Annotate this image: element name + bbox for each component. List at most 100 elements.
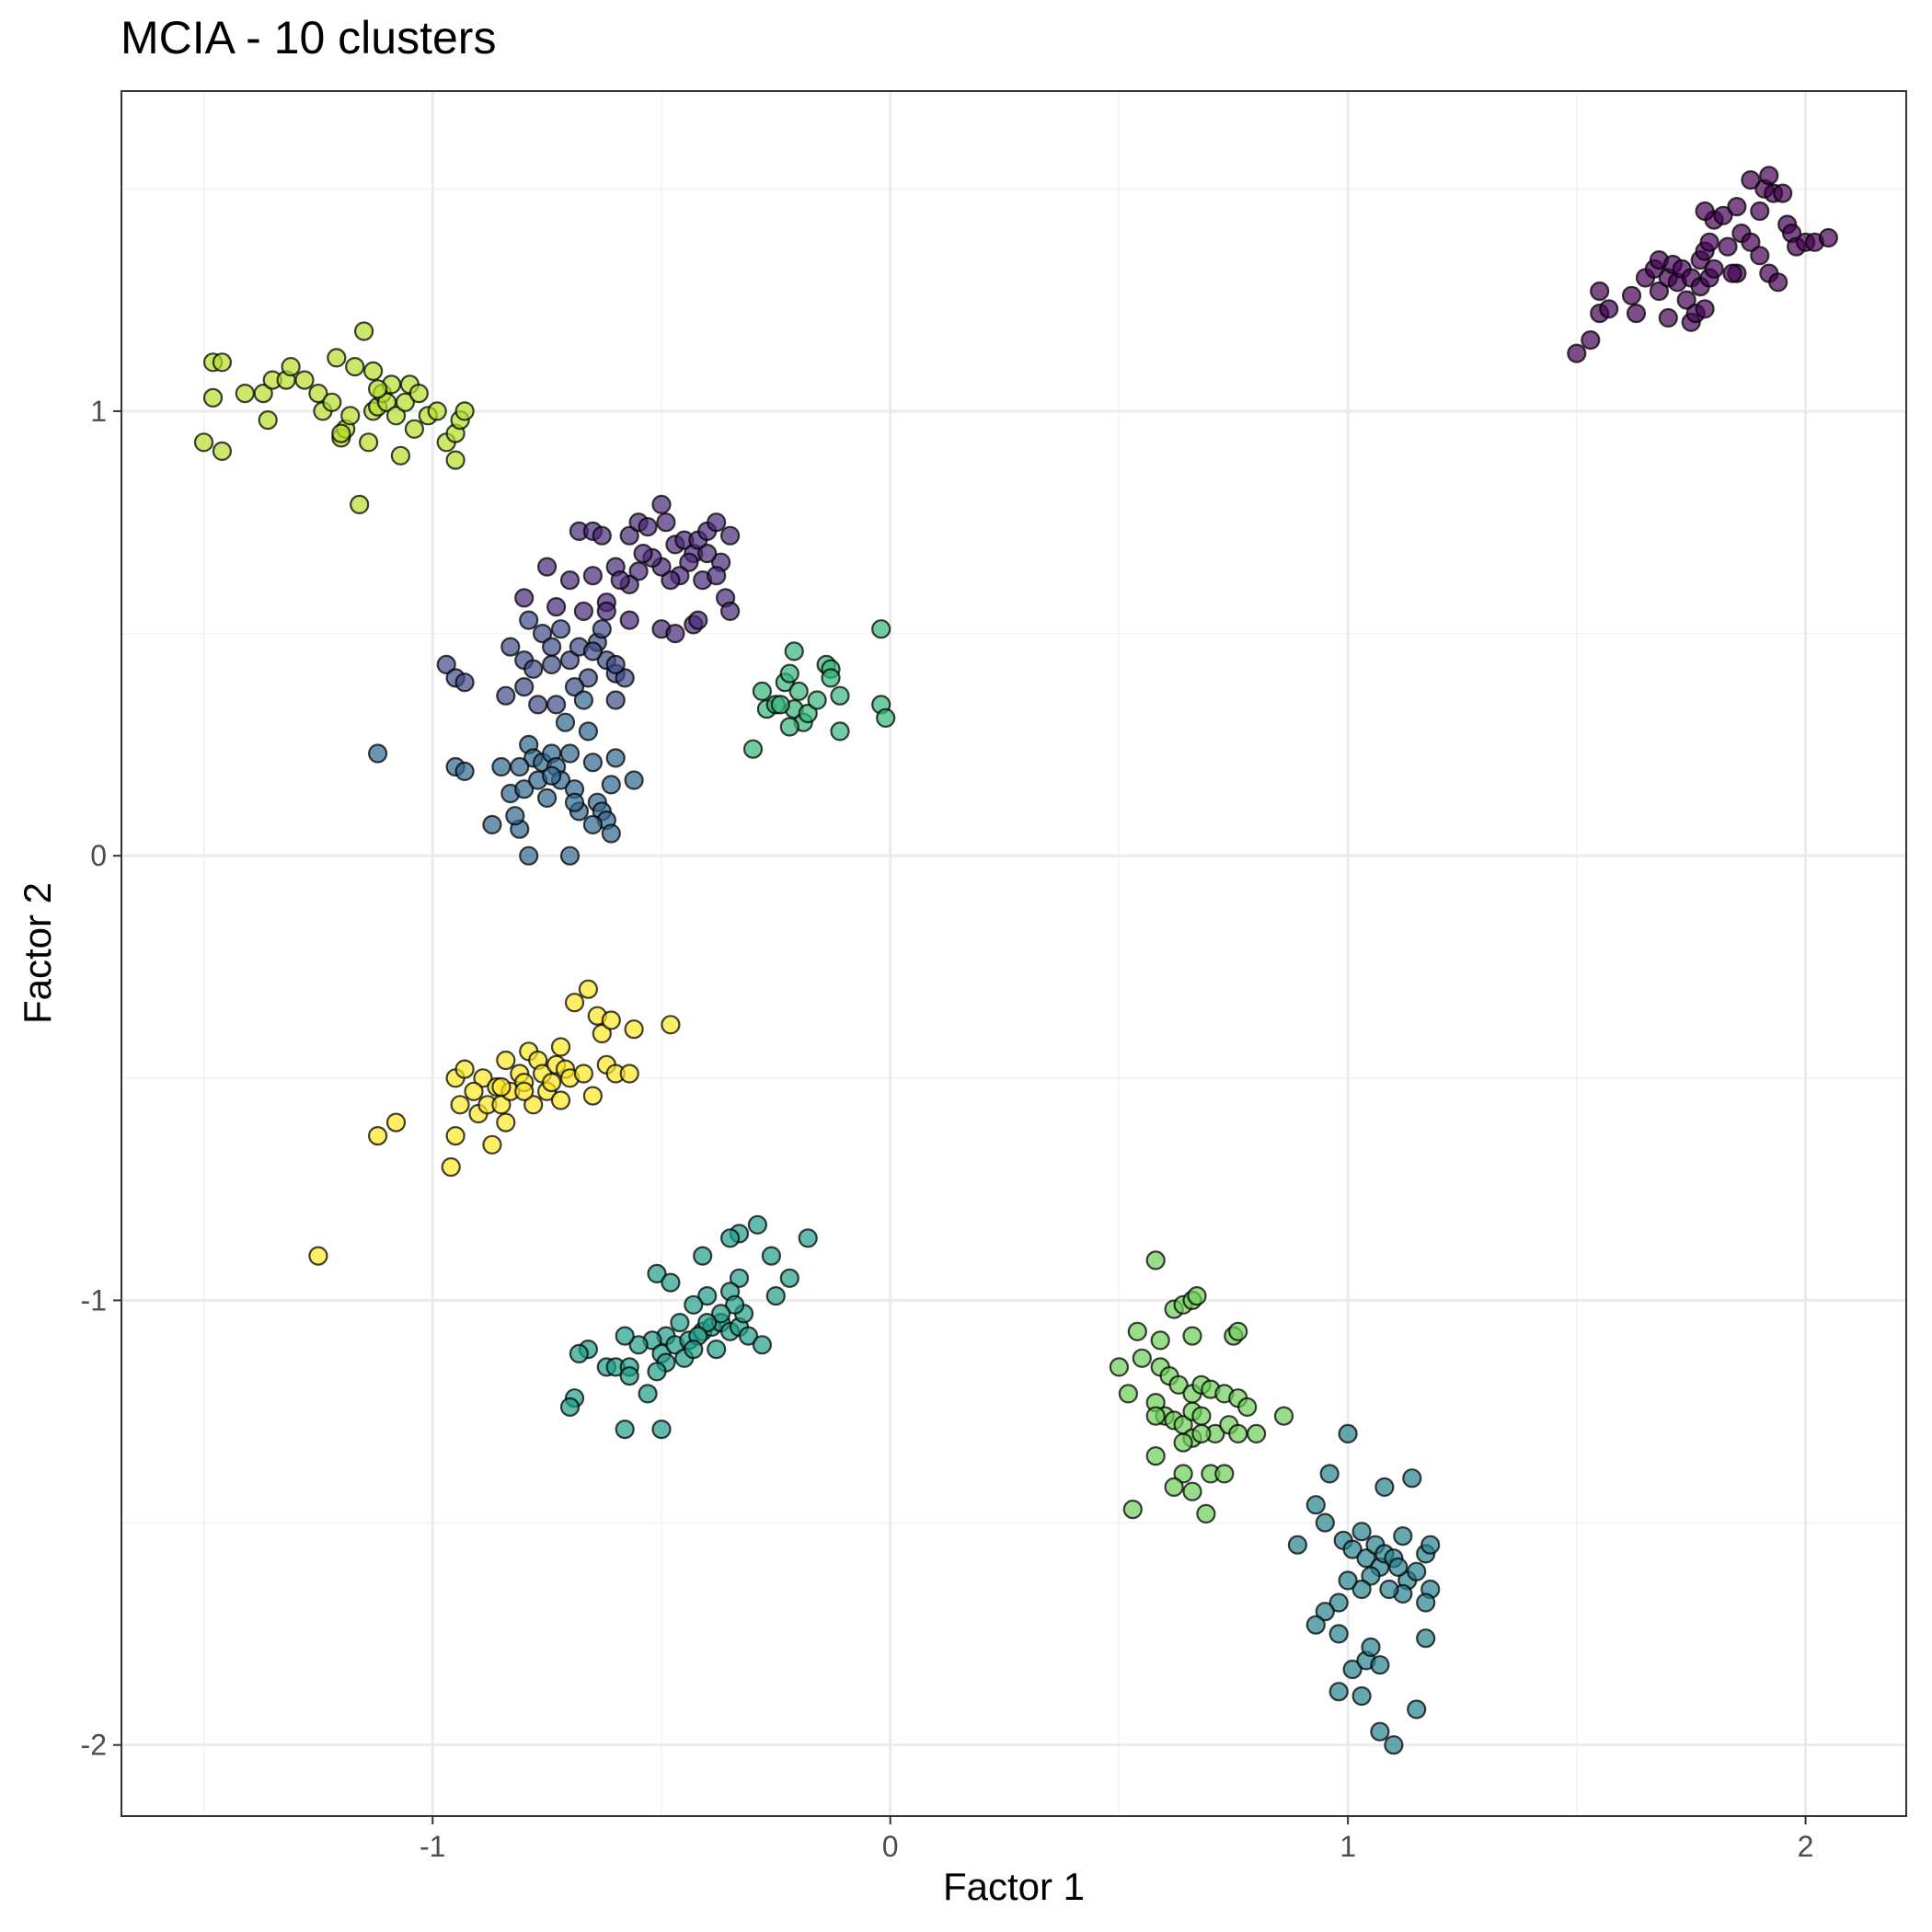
data-point bbox=[436, 654, 456, 675]
data-point bbox=[871, 619, 891, 639]
cluster-3 bbox=[436, 610, 635, 715]
data-point bbox=[1741, 232, 1761, 252]
data-point bbox=[202, 387, 224, 408]
data-point bbox=[724, 1294, 745, 1315]
data-point bbox=[605, 654, 626, 675]
data-point bbox=[1196, 1503, 1216, 1524]
data-point bbox=[1187, 1285, 1207, 1306]
data-point bbox=[601, 775, 621, 795]
data-point bbox=[505, 806, 525, 826]
data-point bbox=[1228, 1321, 1248, 1341]
data-point bbox=[1388, 1557, 1409, 1578]
data-point bbox=[1351, 1522, 1372, 1542]
data-point bbox=[697, 543, 718, 564]
data-point bbox=[615, 1326, 635, 1346]
data-point bbox=[615, 668, 635, 688]
data-point bbox=[354, 321, 374, 341]
data-point bbox=[464, 1081, 484, 1101]
cluster-10 bbox=[308, 979, 681, 1266]
data-point bbox=[340, 406, 361, 426]
data-point bbox=[559, 845, 581, 866]
data-point bbox=[619, 610, 639, 630]
data-point bbox=[368, 379, 388, 399]
data-point bbox=[582, 1086, 604, 1106]
data-point bbox=[582, 641, 604, 661]
data-point bbox=[1338, 1423, 1358, 1444]
cluster-7 bbox=[742, 619, 896, 759]
data-point bbox=[1374, 1477, 1395, 1498]
data-point bbox=[710, 1304, 731, 1324]
data-point bbox=[212, 441, 232, 461]
data-point bbox=[1328, 1593, 1349, 1613]
data-point bbox=[1416, 1593, 1436, 1613]
data-point bbox=[1228, 1423, 1248, 1444]
data-point bbox=[582, 566, 604, 586]
data-point bbox=[619, 525, 639, 546]
data-point bbox=[770, 695, 790, 715]
y-tick-label: 0 bbox=[90, 839, 107, 872]
plot-frame bbox=[121, 90, 1907, 1817]
data-point bbox=[445, 450, 466, 470]
data-point bbox=[661, 1272, 681, 1293]
cluster-6 bbox=[559, 1214, 818, 1440]
data-point bbox=[1338, 1570, 1358, 1591]
data-point bbox=[345, 357, 365, 377]
data-point bbox=[546, 695, 567, 715]
data-point bbox=[1182, 1481, 1202, 1501]
cluster-9 bbox=[193, 321, 475, 515]
data-point bbox=[729, 1268, 750, 1288]
data-point bbox=[573, 690, 594, 710]
data-point bbox=[450, 1095, 470, 1115]
data-point bbox=[569, 1343, 590, 1364]
data-points bbox=[193, 166, 1839, 1755]
data-point bbox=[592, 525, 612, 546]
data-point bbox=[1818, 227, 1839, 248]
data-point bbox=[514, 1081, 535, 1101]
data-point bbox=[697, 1312, 718, 1333]
data-point bbox=[308, 384, 328, 404]
data-point bbox=[1342, 1659, 1363, 1680]
data-point bbox=[615, 1419, 635, 1440]
data-point bbox=[647, 1263, 667, 1284]
data-point bbox=[536, 788, 558, 809]
data-point bbox=[454, 673, 475, 693]
data-point bbox=[550, 1037, 571, 1057]
data-point bbox=[656, 512, 676, 533]
data-point bbox=[684, 1294, 704, 1315]
data-point bbox=[578, 721, 599, 742]
data-point bbox=[1590, 281, 1610, 302]
data-point bbox=[1315, 1512, 1335, 1533]
cluster-5 bbox=[1287, 1423, 1441, 1755]
data-point bbox=[788, 681, 809, 702]
data-point bbox=[1768, 272, 1788, 293]
plot-background bbox=[121, 91, 1906, 1816]
data-point bbox=[1727, 197, 1747, 217]
data-point bbox=[1122, 1499, 1143, 1520]
data-point bbox=[1759, 166, 1779, 186]
data-point bbox=[1704, 259, 1724, 279]
data-point bbox=[1150, 1330, 1170, 1351]
data-point bbox=[1713, 205, 1733, 225]
data-point bbox=[496, 1050, 516, 1071]
data-point bbox=[1356, 1548, 1376, 1569]
data-point bbox=[1246, 1423, 1267, 1444]
data-point bbox=[592, 619, 612, 639]
data-point bbox=[454, 1059, 475, 1079]
data-point bbox=[546, 596, 567, 617]
data-point bbox=[719, 601, 741, 622]
data-point bbox=[1695, 201, 1715, 222]
data-point bbox=[1273, 1406, 1294, 1426]
data-point bbox=[1351, 1685, 1372, 1707]
data-point bbox=[564, 993, 585, 1013]
data-point bbox=[707, 512, 727, 533]
data-point bbox=[519, 845, 539, 866]
data-point bbox=[670, 1312, 690, 1333]
data-point bbox=[445, 1125, 466, 1146]
data-point bbox=[454, 401, 475, 421]
data-point bbox=[688, 610, 708, 630]
data-point bbox=[541, 1072, 562, 1093]
data-point bbox=[1379, 1579, 1399, 1600]
data-point bbox=[1305, 1495, 1326, 1515]
data-point bbox=[719, 525, 741, 546]
data-point bbox=[1164, 1477, 1184, 1498]
